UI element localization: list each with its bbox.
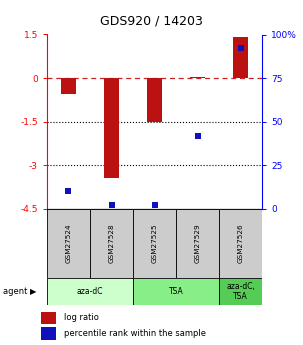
Point <box>152 203 157 208</box>
Text: percentile rank within the sample: percentile rank within the sample <box>64 329 206 338</box>
Bar <box>147 78 162 121</box>
Text: GDS920 / 14203: GDS920 / 14203 <box>100 15 203 28</box>
Text: log ratio: log ratio <box>64 314 99 323</box>
Point <box>66 188 71 194</box>
Text: GSM27529: GSM27529 <box>195 224 201 263</box>
Bar <box>47 209 90 278</box>
Bar <box>219 209 262 278</box>
Bar <box>104 78 119 178</box>
Text: aza-dC,
TSA: aza-dC, TSA <box>226 282 255 301</box>
Bar <box>90 209 133 278</box>
Text: aza-dC: aza-dC <box>77 287 103 296</box>
Bar <box>47 278 133 305</box>
Bar <box>219 278 262 305</box>
Text: GSM27528: GSM27528 <box>108 224 115 263</box>
Point <box>238 46 243 51</box>
Bar <box>176 209 219 278</box>
Text: TSA: TSA <box>169 287 183 296</box>
Point <box>195 133 200 138</box>
Bar <box>133 278 219 305</box>
Text: agent ▶: agent ▶ <box>3 287 37 296</box>
Bar <box>133 209 176 278</box>
Text: GSM27524: GSM27524 <box>65 224 72 263</box>
Point <box>109 203 114 208</box>
Text: GSM27525: GSM27525 <box>152 224 158 263</box>
Bar <box>233 37 248 78</box>
Bar <box>41 312 56 324</box>
Bar <box>41 327 56 339</box>
Bar <box>190 77 205 78</box>
Bar <box>61 78 76 94</box>
Text: GSM27526: GSM27526 <box>238 224 244 263</box>
